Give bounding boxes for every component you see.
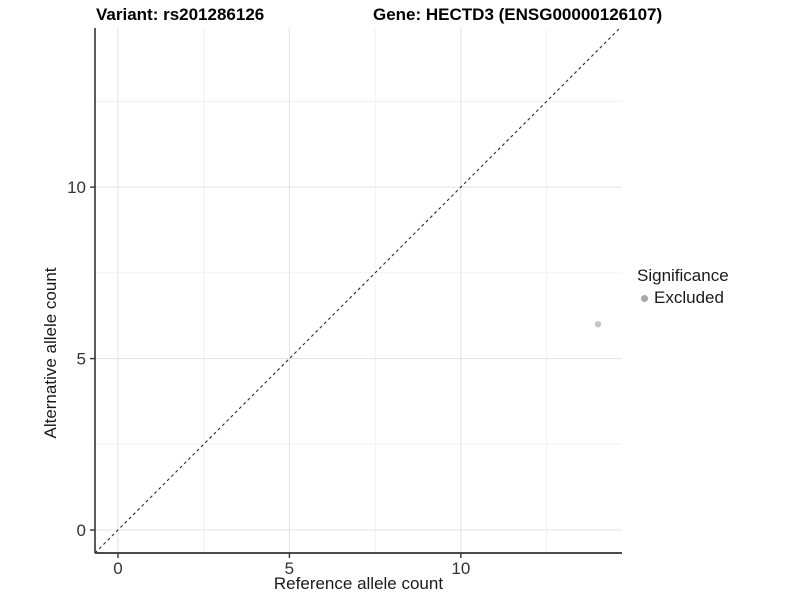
legend-title: Significance (637, 266, 729, 285)
data-point (594, 321, 602, 328)
y-axis-title: Alternative allele count (41, 267, 60, 439)
plot-title-variant: Variant: rs201286126 (96, 5, 265, 24)
x-tick-label: 0 (113, 559, 122, 578)
legend: Significance Excluded (637, 266, 729, 308)
legend-point-icon (641, 294, 648, 302)
y-tick-label: 5 (77, 350, 86, 369)
x-tick-label: 5 (285, 559, 294, 578)
identity-line (94, 27, 621, 554)
y-tick-label: 10 (67, 178, 86, 197)
x-axis-title: Reference allele count (273, 574, 444, 593)
legend-item-excluded: Excluded (637, 288, 729, 308)
x-tick-label: 10 (451, 559, 470, 578)
plot-title-gene: Gene: HECTD3 (ENSG00000126107) (373, 5, 663, 24)
legend-item-label: Excluded (654, 288, 724, 307)
y-tick-label: 0 (77, 521, 86, 540)
